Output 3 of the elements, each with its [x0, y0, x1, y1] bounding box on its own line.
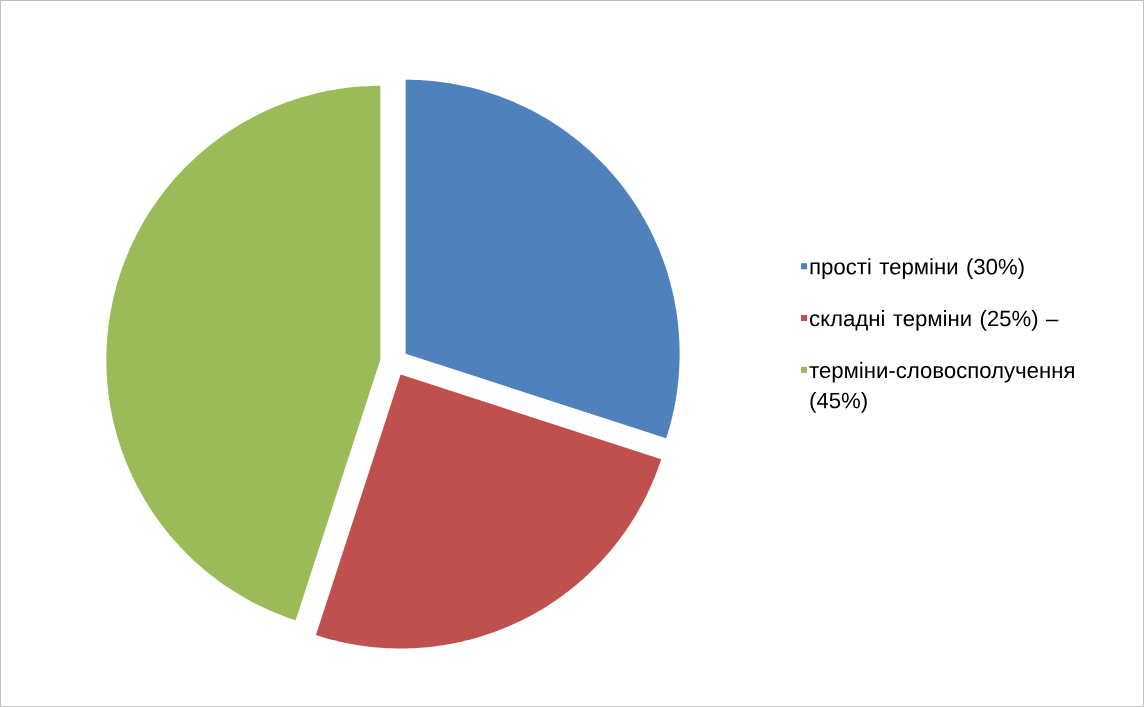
- legend-label: терміни-словосполучення (45%): [809, 361, 1074, 413]
- legend-label: складні терміни (25%) –: [810, 310, 1059, 331]
- legend-label: прості терміни (30%): [810, 258, 1024, 279]
